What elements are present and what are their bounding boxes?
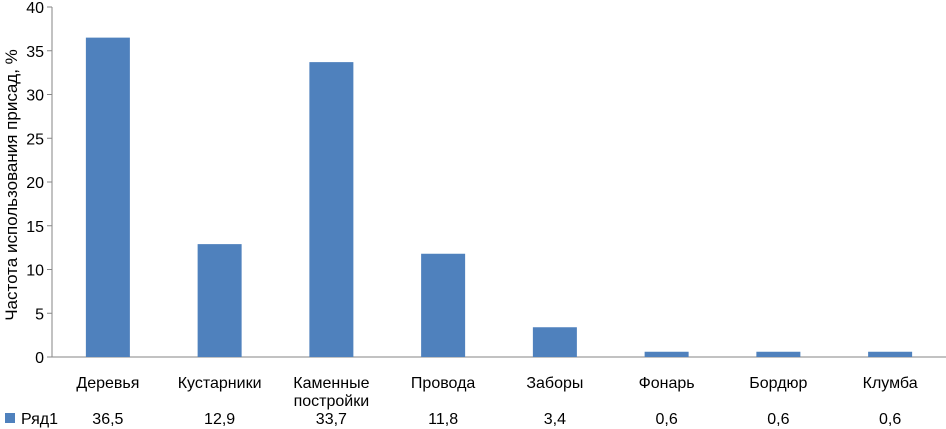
- category-label: Кустарники: [178, 375, 262, 392]
- y-tick-label: 10: [26, 263, 44, 280]
- y-tick-label: 0: [35, 350, 44, 367]
- bar: [532, 327, 577, 357]
- value-row: 36,5 12,9 33,7 11,8 3,4 0,6 0,6 0,6: [92, 411, 901, 428]
- value-label: 0,6: [879, 411, 901, 428]
- value-label: 3,4: [544, 411, 566, 428]
- legend-label: Ряд1: [21, 411, 58, 428]
- y-tick-label: 20: [26, 175, 44, 192]
- category-label: Клумба: [863, 375, 918, 392]
- category-labels: Деревья Кустарники Каменные постройки Провод…: [76, 375, 917, 410]
- legend-swatch: [5, 413, 15, 423]
- category-label: Провода: [411, 375, 476, 392]
- y-tick-label: 25: [26, 131, 44, 148]
- bar: [421, 253, 466, 357]
- category-label: Бордюр: [749, 375, 807, 392]
- bar: [197, 244, 242, 357]
- bar: [85, 37, 130, 357]
- value-label: 11,8: [428, 411, 458, 428]
- category-label: Деревья: [76, 375, 139, 392]
- bar: [868, 351, 913, 357]
- bar: [756, 351, 801, 357]
- value-label: 36,5: [92, 411, 123, 428]
- value-label: 33,7: [316, 411, 347, 428]
- bar: [644, 351, 689, 357]
- y-axis-label: Частота использования присад, %: [2, 49, 21, 321]
- y-tick-label: 15: [26, 219, 44, 236]
- y-tick-label: 40: [26, 0, 44, 17]
- category-label: Каменные постройки: [293, 375, 369, 410]
- y-tick-label: 5: [35, 306, 44, 323]
- value-label: 0,6: [767, 411, 789, 428]
- value-label: 12,9: [204, 411, 235, 428]
- bar: [309, 62, 354, 357]
- legend-row: Ряд1: [5, 411, 58, 428]
- category-label: Заборы: [526, 375, 583, 392]
- value-label: 0,6: [656, 411, 678, 428]
- y-tick-label: 35: [26, 44, 44, 61]
- y-tick-label: 30: [26, 88, 44, 105]
- y-axis: 0 5 10 15 20 25 30 35 40: [26, 0, 946, 367]
- category-label: Фонарь: [639, 375, 695, 392]
- bars: [85, 37, 913, 357]
